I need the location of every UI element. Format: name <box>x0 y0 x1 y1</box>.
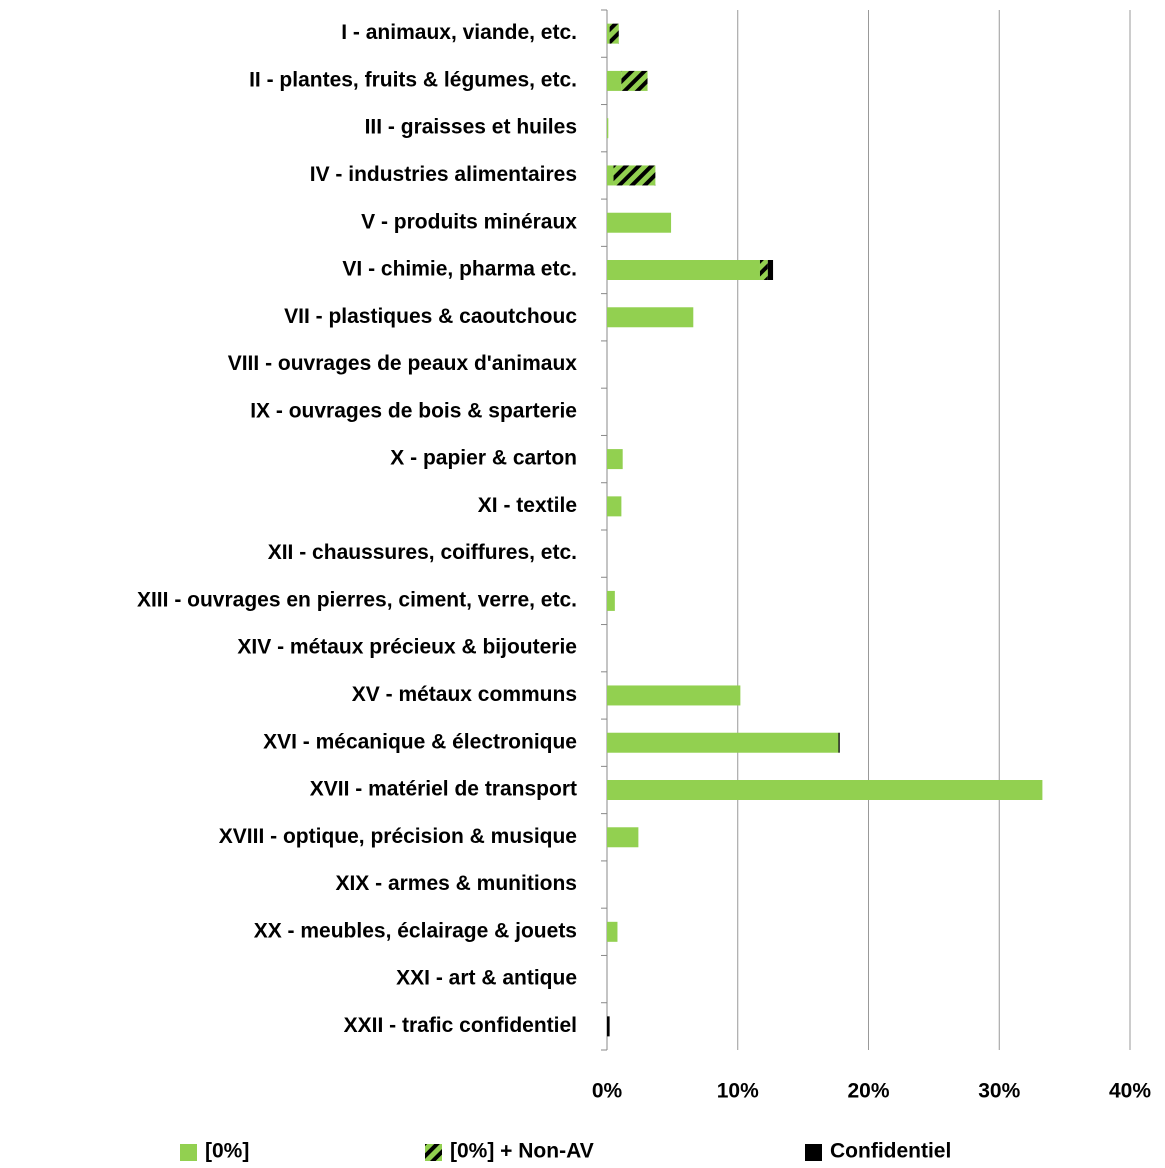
y-tick-label: XV - métaux communs <box>352 683 577 706</box>
bar <box>607 921 618 942</box>
bar <box>759 260 768 280</box>
y-tick-label: I - animaux, viande, etc. <box>341 21 577 44</box>
y-tick-label: XIV - métaux précieux & bijouterie <box>237 636 577 659</box>
bar <box>607 449 623 470</box>
x-tick-label: 40% <box>1109 1080 1151 1103</box>
bar <box>607 780 1043 800</box>
y-tick-label: XVIII - optique, précision & musique <box>219 825 577 848</box>
bar <box>607 590 615 611</box>
x-tick-label: 0% <box>592 1080 623 1103</box>
bar <box>607 260 760 280</box>
bar <box>607 70 622 91</box>
y-tick-label: II - plantes, fruits & légumes, etc. <box>249 68 577 91</box>
bar <box>613 165 656 186</box>
legend-swatch <box>425 1144 442 1161</box>
y-tick-label: VI - chimie, pharma etc. <box>342 258 577 281</box>
y-tick-label: XXI - art & antique <box>396 967 577 990</box>
bar <box>609 23 619 44</box>
bar <box>607 1016 610 1037</box>
y-tick-label: XXII - trafic confidentiel <box>344 1014 577 1037</box>
bar <box>838 732 840 753</box>
x-tick-label: 10% <box>717 1080 759 1103</box>
y-tick-label: VIII - ouvrages de peaux d'animaux <box>228 352 578 375</box>
bar <box>607 165 614 186</box>
y-tick-label: XX - meubles, éclairage & jouets <box>254 919 577 942</box>
bar <box>767 260 774 280</box>
y-tick-label: XVII - matériel de transport <box>310 778 577 801</box>
y-tick-label: VII - plastiques & caoutchouc <box>284 305 577 328</box>
bar <box>607 732 839 753</box>
bar <box>607 212 672 233</box>
x-tick-label: 30% <box>978 1080 1020 1103</box>
y-tick-label: XVI - mécanique & électronique <box>263 730 577 753</box>
bar <box>607 23 610 44</box>
bar <box>607 307 694 328</box>
bar <box>607 827 639 848</box>
y-tick-label: XI - textile <box>478 494 577 517</box>
y-tick-label: IV - industries alimentaires <box>310 163 577 186</box>
y-tick-label: V - produits minéraux <box>361 210 577 233</box>
legend-label: Confidentiel <box>830 1140 951 1163</box>
y-tick-label: XIII - ouvrages en pierres, ciment, verr… <box>137 588 577 611</box>
y-tick-label: XIX - armes & munitions <box>335 872 577 895</box>
x-tick-label: 20% <box>847 1080 889 1103</box>
y-tick-label: X - papier & carton <box>390 447 577 470</box>
bar <box>621 70 648 91</box>
bar <box>607 118 609 139</box>
bar <box>607 496 622 517</box>
bar <box>607 685 741 706</box>
y-tick-label: IX - ouvrages de bois & sparterie <box>250 399 577 422</box>
legend-swatch <box>180 1144 197 1161</box>
legend-label: [0%] + Non-AV <box>450 1140 594 1163</box>
legend-label: [0%] <box>205 1140 249 1163</box>
y-tick-label: III - graisses et huiles <box>365 116 577 139</box>
y-tick-label: XII - chaussures, coiffures, etc. <box>268 541 577 564</box>
legend-swatch <box>805 1144 822 1161</box>
